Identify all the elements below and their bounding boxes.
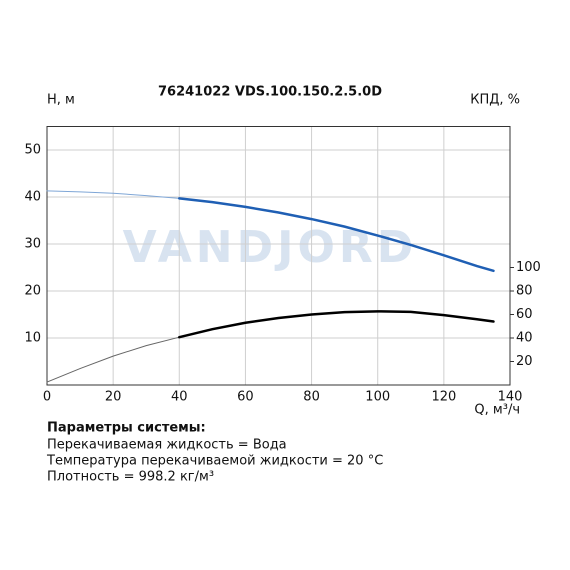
x-tick-label: 0 — [43, 390, 51, 405]
curve — [178, 197, 495, 273]
chart-title: 76241022 VDS.100.150.2.5.0D — [158, 85, 382, 100]
y-tick-label: 10 — [24, 331, 41, 346]
y2-tick-label: 40 — [516, 331, 533, 346]
x-tick-label: 100 — [365, 390, 390, 405]
x-tick-label: 80 — [303, 390, 320, 405]
notes-line: Температура перекачиваемой жидкости = 20… — [46, 454, 383, 469]
x-tick-label: 20 — [105, 390, 122, 405]
y-axis-label: H, м — [47, 93, 75, 108]
notes-line: Плотность = 998.2 кг/м³ — [47, 470, 214, 485]
y2-tick-label: 60 — [516, 307, 533, 322]
y-tick-label: 40 — [24, 190, 41, 205]
watermark: VANDJORD — [123, 222, 418, 273]
curve — [178, 310, 495, 339]
y-tick-label: 30 — [24, 237, 41, 252]
y-tick-label: 20 — [24, 284, 41, 299]
x-tick-label: 120 — [431, 390, 456, 405]
y2-tick-label: 20 — [516, 354, 533, 369]
x-tick-label: 60 — [237, 390, 254, 405]
curve — [46, 336, 180, 383]
x-tick-label: 40 — [171, 390, 188, 405]
y2-tick-label: 80 — [516, 284, 533, 299]
x-axis-label: Q, м³/ч — [474, 403, 520, 418]
notes-heading: Параметры системы: — [47, 421, 206, 436]
y2-tick-label: 100 — [516, 260, 541, 275]
x-tick-label: 140 — [498, 390, 523, 405]
y2-axis-label: КПД, % — [470, 93, 520, 108]
y-tick-label: 50 — [24, 143, 41, 158]
curve — [46, 190, 180, 199]
plot-frame — [46, 126, 511, 386]
notes-line: Перекачиваемая жидкость = Вода — [47, 438, 287, 453]
